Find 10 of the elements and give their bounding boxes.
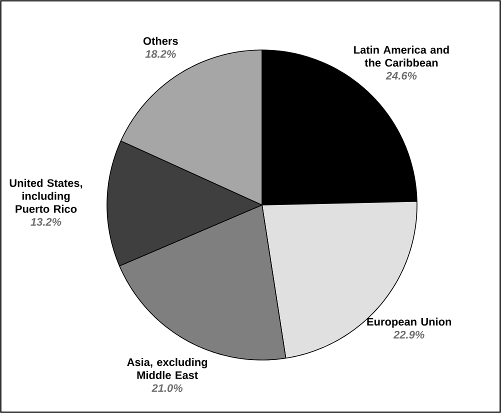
- data-label: 18.2%: [145, 50, 176, 58]
- slice-label: Others: [143, 36, 178, 45]
- slice-label: United States, including Puerto Rico: [10, 178, 82, 213]
- slice-label: Asia, excluding Middle East: [127, 358, 208, 380]
- data-label: 24.6%: [386, 72, 417, 80]
- slice-label: European Union: [367, 318, 452, 328]
- data-label: 22.9%: [393, 330, 424, 339]
- data-label: 13.2%: [30, 218, 62, 226]
- slice-label: Latin America and the Caribbean: [354, 46, 449, 67]
- data-label: 21.0%: [152, 384, 183, 392]
